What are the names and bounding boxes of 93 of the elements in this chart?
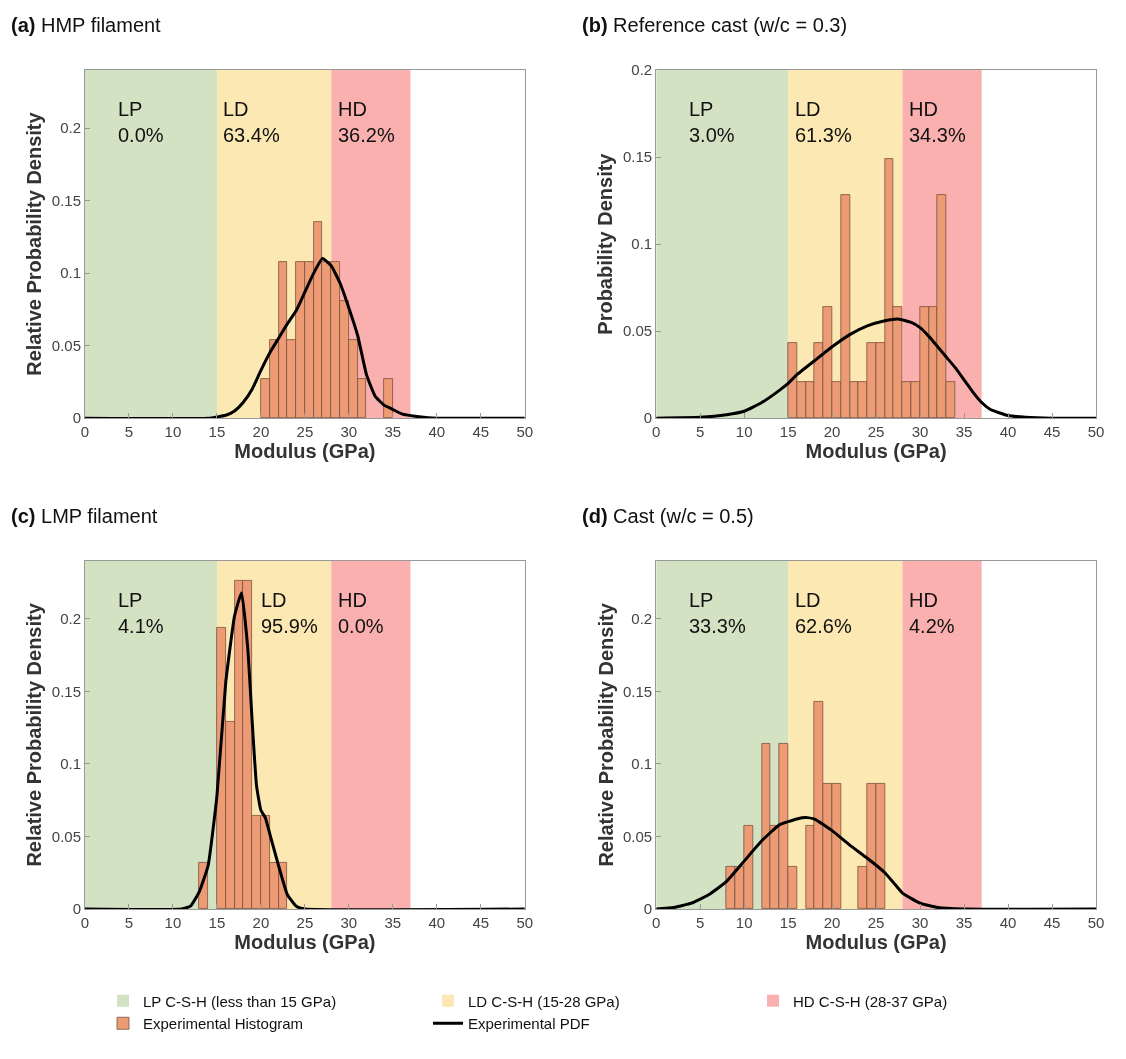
legend-label: HD C-S-H (28-37 GPa) — [793, 992, 948, 1010]
x-tick-label: 20 — [252, 914, 270, 931]
x-tick-label: 15 — [208, 914, 226, 931]
x-tick-label: 40 — [428, 423, 446, 441]
y-tick-label: 0.1 — [631, 755, 653, 773]
annotation: HD 36.2% — [338, 98, 395, 146]
y-tick-label: 0.1 — [60, 755, 81, 773]
legend-label: Experimental Histogram — [143, 1015, 304, 1033]
annotation: LD 63.4% — [223, 98, 280, 146]
chart-title: (a) HMP filament — [11, 14, 162, 36]
y-axis-title: Probability Density — [594, 152, 617, 335]
x-tick-label: 25 — [867, 423, 885, 441]
x-tick-label: 50 — [516, 914, 534, 931]
y-axis-title: Relative Probability Density — [23, 111, 46, 376]
x-tick-label: 5 — [124, 914, 134, 931]
y-axis-title: Relative Probability Density — [594, 602, 617, 867]
y-tick-label: 0.15 — [51, 682, 81, 700]
x-tick-label: 45 — [1043, 423, 1061, 441]
x-axis-title: Modulus (GPa) — [805, 440, 947, 463]
legend-label: LP C-S-H (less than 15 GPa) — [143, 992, 337, 1010]
y-tick-label: 0.1 — [631, 235, 653, 253]
y-tick-label: 0.2 — [60, 610, 81, 628]
x-tick-label: 35 — [955, 914, 973, 931]
x-tick-label: 30 — [911, 914, 929, 931]
y-tick-label: 0.1 — [60, 264, 81, 282]
y-tick-label: 0 — [643, 900, 653, 918]
x-tick-label: 20 — [823, 914, 841, 931]
x-tick-label: 20 — [823, 423, 841, 441]
y-tick-label: 0.2 — [631, 610, 653, 628]
annotation: LP 0.0% — [118, 98, 164, 146]
x-tick-label: 50 — [1087, 423, 1105, 441]
annotation: LP 33.3% — [689, 589, 746, 637]
x-tick-label: 15 — [779, 423, 797, 441]
x-tick-label: 10 — [735, 914, 753, 931]
x-tick-label: 25 — [867, 914, 885, 931]
x-tick-label: 30 — [340, 914, 358, 931]
x-tick-label: 15 — [208, 423, 226, 441]
x-tick-label: 20 — [252, 423, 270, 441]
y-tick-label: 0.15 — [623, 682, 653, 700]
line-series — [656, 317, 1096, 419]
annotation: LD 62.6% — [795, 589, 852, 637]
line-series — [85, 591, 525, 909]
y-tick-label: 0.05 — [623, 827, 653, 845]
line-series — [656, 816, 1096, 909]
x-tick-label: 25 — [296, 914, 314, 931]
x-tick-label: 45 — [1043, 914, 1061, 931]
chart-title: (c) LMP filament — [11, 505, 158, 527]
x-tick-label: 35 — [384, 914, 402, 931]
x-tick-label: 40 — [999, 423, 1017, 441]
x-axis-title: Modulus (GPa) — [234, 931, 376, 953]
y-axis-title: Relative Probability Density — [23, 602, 46, 867]
x-axis-title: Modulus (GPa) — [234, 440, 376, 463]
x-tick-label: 50 — [516, 423, 534, 441]
x-tick-label: 40 — [999, 914, 1017, 931]
x-tick-label: 5 — [696, 423, 705, 441]
x-tick-label: 35 — [955, 423, 973, 441]
x-tick-label: 5 — [124, 423, 134, 441]
line-series — [85, 257, 525, 419]
x-axis-title: Modulus (GPa) — [805, 931, 947, 953]
annotation: HD 34.3% — [909, 98, 966, 146]
x-tick-label: 15 — [779, 914, 797, 931]
y-tick-label: 0.15 — [51, 191, 81, 209]
annotation: LD 95.9% — [261, 589, 318, 637]
legend-label: LD C-S-H (15-28 GPa) — [468, 992, 620, 1010]
chart-title: (d) Cast (w/c = 0.5) — [582, 505, 754, 527]
y-tick-label: 0.05 — [623, 322, 653, 340]
y-tick-label: 0.05 — [51, 827, 81, 845]
annotation: LP 4.1% — [118, 589, 164, 637]
x-tick-label: 50 — [1087, 914, 1105, 931]
annotation: HD 0.0% — [338, 589, 384, 637]
annotation: LD 61.3% — [795, 98, 852, 146]
y-tick-label: 0 — [72, 409, 81, 427]
annotation: LP 3.0% — [689, 98, 735, 146]
x-tick-label: 25 — [296, 423, 314, 441]
x-tick-label: 35 — [384, 423, 402, 441]
x-tick-label: 30 — [911, 423, 929, 441]
legend-label: Experimental PDF — [468, 1015, 590, 1033]
x-tick-label: 5 — [696, 914, 705, 931]
y-tick-label: 0 — [72, 900, 81, 918]
x-tick-label: 30 — [340, 423, 358, 441]
x-tick-label: 45 — [472, 914, 490, 931]
y-tick-label: 0.05 — [51, 336, 81, 354]
y-tick-label: 0.2 — [631, 61, 653, 79]
x-tick-label: 40 — [428, 914, 446, 931]
x-tick-label: 10 — [164, 423, 182, 441]
x-tick-label: 10 — [735, 423, 753, 441]
y-tick-label: 0 — [643, 409, 653, 427]
annotation: HD 4.2% — [909, 589, 955, 637]
x-tick-label: 45 — [472, 423, 490, 441]
y-tick-label: 0.15 — [623, 148, 653, 166]
x-tick-label: 10 — [164, 914, 182, 931]
y-tick-label: 0.2 — [60, 119, 81, 137]
chart-title: (b) Reference cast (w/c = 0.3) — [582, 14, 848, 36]
